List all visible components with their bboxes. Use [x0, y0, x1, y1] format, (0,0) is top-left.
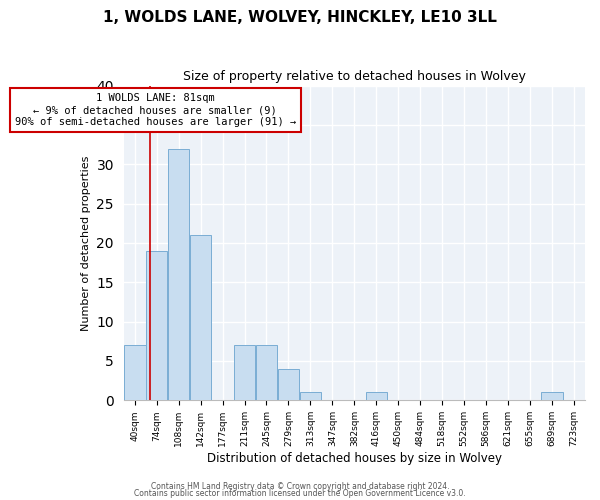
Text: Contains HM Land Registry data © Crown copyright and database right 2024.: Contains HM Land Registry data © Crown c… [151, 482, 449, 491]
Text: Contains public sector information licensed under the Open Government Licence v3: Contains public sector information licen… [134, 489, 466, 498]
Text: 1 WOLDS LANE: 81sqm
← 9% of detached houses are smaller (9)
90% of semi-detached: 1 WOLDS LANE: 81sqm ← 9% of detached hou… [15, 94, 296, 126]
Bar [234, 346, 256, 401]
Bar [124, 346, 146, 401]
Bar [365, 392, 387, 400]
Bar [299, 392, 321, 400]
Y-axis label: Number of detached properties: Number of detached properties [81, 156, 91, 330]
Bar [256, 346, 277, 401]
Title: Size of property relative to detached houses in Wolvey: Size of property relative to detached ho… [183, 70, 526, 83]
X-axis label: Distribution of detached houses by size in Wolvey: Distribution of detached houses by size … [207, 452, 502, 465]
Bar [168, 148, 190, 400]
Bar [541, 392, 563, 400]
Bar [278, 369, 299, 400]
Bar [190, 235, 211, 400]
Text: 1, WOLDS LANE, WOLVEY, HINCKLEY, LE10 3LL: 1, WOLDS LANE, WOLVEY, HINCKLEY, LE10 3L… [103, 10, 497, 25]
Bar [146, 251, 167, 400]
